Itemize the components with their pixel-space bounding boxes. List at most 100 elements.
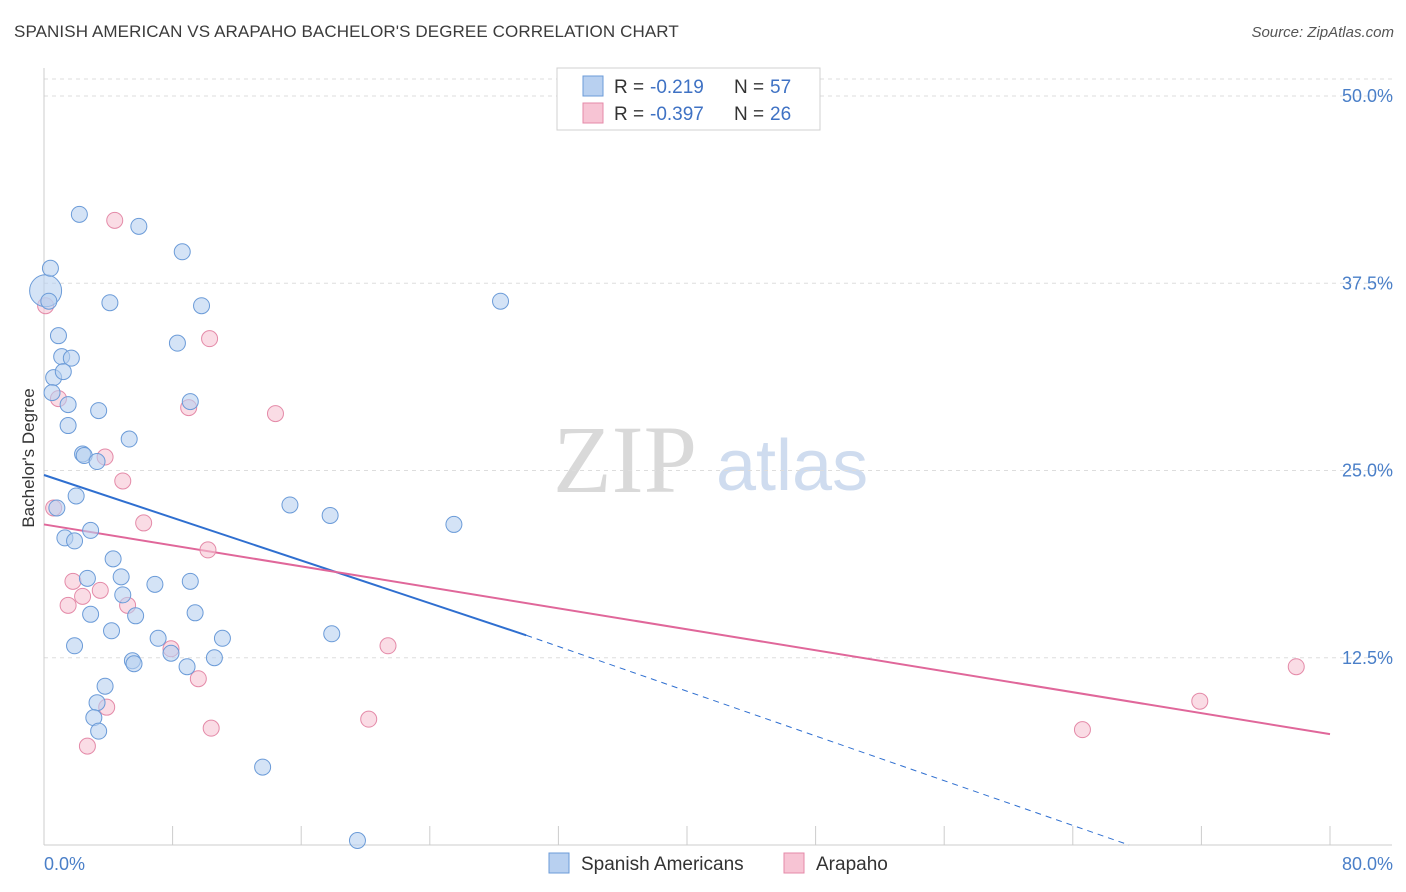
- data-point-spanish-americans: [130, 217, 148, 235]
- data-point-spanish-americans: [125, 655, 143, 673]
- legend-r-value-2: -0.397: [650, 104, 704, 125]
- legend-swatch-pink: [582, 102, 604, 124]
- data-point-spanish-americans: [114, 586, 132, 604]
- legend-swatch-arapaho: [783, 852, 805, 874]
- y-tick-label: 12.5%: [1342, 648, 1393, 668]
- data-point-spanish-americans: [173, 243, 191, 261]
- data-point-spanish-americans: [112, 568, 130, 586]
- trend-line-arapaho: [43, 523, 1331, 736]
- data-point-spanish-americans: [193, 297, 211, 315]
- data-point-spanish-americans: [78, 569, 96, 587]
- data-point-spanish-americans: [88, 453, 106, 471]
- data-point-spanish-americans: [103, 622, 121, 640]
- legend-n-label-2: N =: [734, 104, 764, 125]
- data-point-spanish-americans: [281, 496, 299, 514]
- data-point-spanish-americans: [101, 294, 119, 312]
- legend-r-value-1: -0.219: [650, 77, 704, 98]
- data-point-spanish-americans: [186, 604, 204, 622]
- legend-n-label-1: N =: [734, 77, 764, 98]
- legend-swatch-spanish-americans: [548, 852, 570, 874]
- trend-lines: [43, 474, 1331, 846]
- trend-line-spanish-americans-extrapolated: [526, 634, 1130, 846]
- data-point-spanish-americans: [181, 393, 199, 411]
- data-point-spanish-americans: [149, 629, 167, 647]
- data-point-spanish-americans: [82, 605, 100, 623]
- data-point-spanish-americans: [492, 292, 510, 310]
- data-point-arapaho: [59, 596, 77, 614]
- data-point-spanish-americans: [205, 649, 223, 667]
- data-point-arapaho: [64, 572, 82, 590]
- data-point-arapaho: [74, 587, 92, 605]
- y-axis-label: Bachelor's Degree: [19, 388, 38, 527]
- data-point-spanish-americans: [48, 499, 66, 517]
- legend-r-label-2: R =: [614, 104, 644, 125]
- data-point-arapaho: [201, 330, 219, 348]
- data-point-spanish-americans: [445, 515, 463, 533]
- watermark: ZIP atlas: [553, 406, 868, 513]
- data-point-spanish-americans: [120, 430, 138, 448]
- series-legend: Spanish Americans Arapaho: [548, 852, 888, 875]
- data-point-arapaho: [106, 211, 124, 229]
- data-point-arapaho: [1287, 658, 1305, 676]
- data-point-spanish-americans: [348, 832, 366, 850]
- data-point-spanish-americans: [323, 625, 341, 643]
- x-tick-label-max: 80.0%: [1342, 854, 1393, 874]
- data-point-arapaho: [379, 637, 397, 655]
- data-point-spanish-americans: [96, 677, 114, 695]
- data-point-spanish-americans: [41, 259, 59, 277]
- data-point-spanish-americans: [62, 349, 80, 367]
- data-point-spanish-americans: [40, 292, 58, 310]
- data-point-spanish-americans: [213, 629, 231, 647]
- data-point-arapaho: [202, 719, 220, 737]
- data-point-spanish-americans: [66, 637, 84, 655]
- legend-swatch-blue: [582, 75, 604, 97]
- data-point-arapaho: [1073, 721, 1091, 739]
- source-label: Source: ZipAtlas.com: [1251, 24, 1394, 41]
- data-point-arapaho: [360, 710, 378, 728]
- stats-legend: R = -0.219 N = 57 R = -0.397 N = 26: [556, 67, 821, 131]
- data-point-spanish-americans: [162, 644, 180, 662]
- data-point-spanish-americans: [43, 384, 61, 402]
- data-point-spanish-americans: [67, 487, 85, 505]
- legend-n-value-1: 57: [770, 77, 791, 98]
- data-point-spanish-americans: [146, 575, 164, 593]
- data-point-arapaho: [114, 472, 132, 490]
- legend-r-label-1: R =: [614, 77, 644, 98]
- legend-label-arapaho: Arapaho: [816, 854, 888, 875]
- data-point-arapaho: [1191, 692, 1209, 710]
- legend-n-value-2: 26: [770, 104, 791, 125]
- data-point-spanish-americans: [181, 572, 199, 590]
- chart-title: SPANISH AMERICAN VS ARAPAHO BACHELOR'S D…: [14, 22, 679, 41]
- data-point-arapaho: [135, 514, 153, 532]
- data-point-spanish-americans: [90, 722, 108, 740]
- data-point-spanish-americans: [88, 694, 106, 712]
- data-point-spanish-americans: [66, 532, 84, 550]
- data-point-spanish-americans: [59, 396, 77, 414]
- data-point-arapaho: [91, 581, 109, 599]
- data-point-spanish-americans: [49, 327, 67, 345]
- data-points: [29, 205, 1305, 850]
- data-point-spanish-americans: [104, 550, 122, 568]
- data-point-arapaho: [199, 541, 217, 559]
- data-point-spanish-americans: [127, 607, 145, 625]
- data-point-spanish-americans: [70, 205, 88, 223]
- data-point-spanish-americans: [168, 334, 186, 352]
- trend-line-spanish-americans: [43, 474, 527, 637]
- data-point-spanish-americans: [254, 758, 272, 776]
- data-point-arapaho: [78, 737, 96, 755]
- axes: [43, 68, 1392, 846]
- data-point-spanish-americans: [59, 417, 77, 435]
- data-point-arapaho: [266, 405, 284, 423]
- data-point-spanish-americans: [321, 506, 339, 524]
- data-point-spanish-americans: [178, 658, 196, 676]
- y-tick-label: 25.0%: [1342, 461, 1393, 481]
- data-point-spanish-americans: [54, 363, 72, 381]
- y-tick-label: 37.5%: [1342, 273, 1393, 293]
- x-tick-label-min: 0.0%: [44, 854, 85, 874]
- watermark-atlas: atlas: [716, 426, 868, 506]
- watermark-zip: ZIP: [553, 406, 697, 513]
- legend-label-spanish-americans: Spanish Americans: [581, 854, 744, 875]
- y-tick-label: 50.0%: [1342, 86, 1393, 106]
- data-point-spanish-americans: [90, 402, 108, 420]
